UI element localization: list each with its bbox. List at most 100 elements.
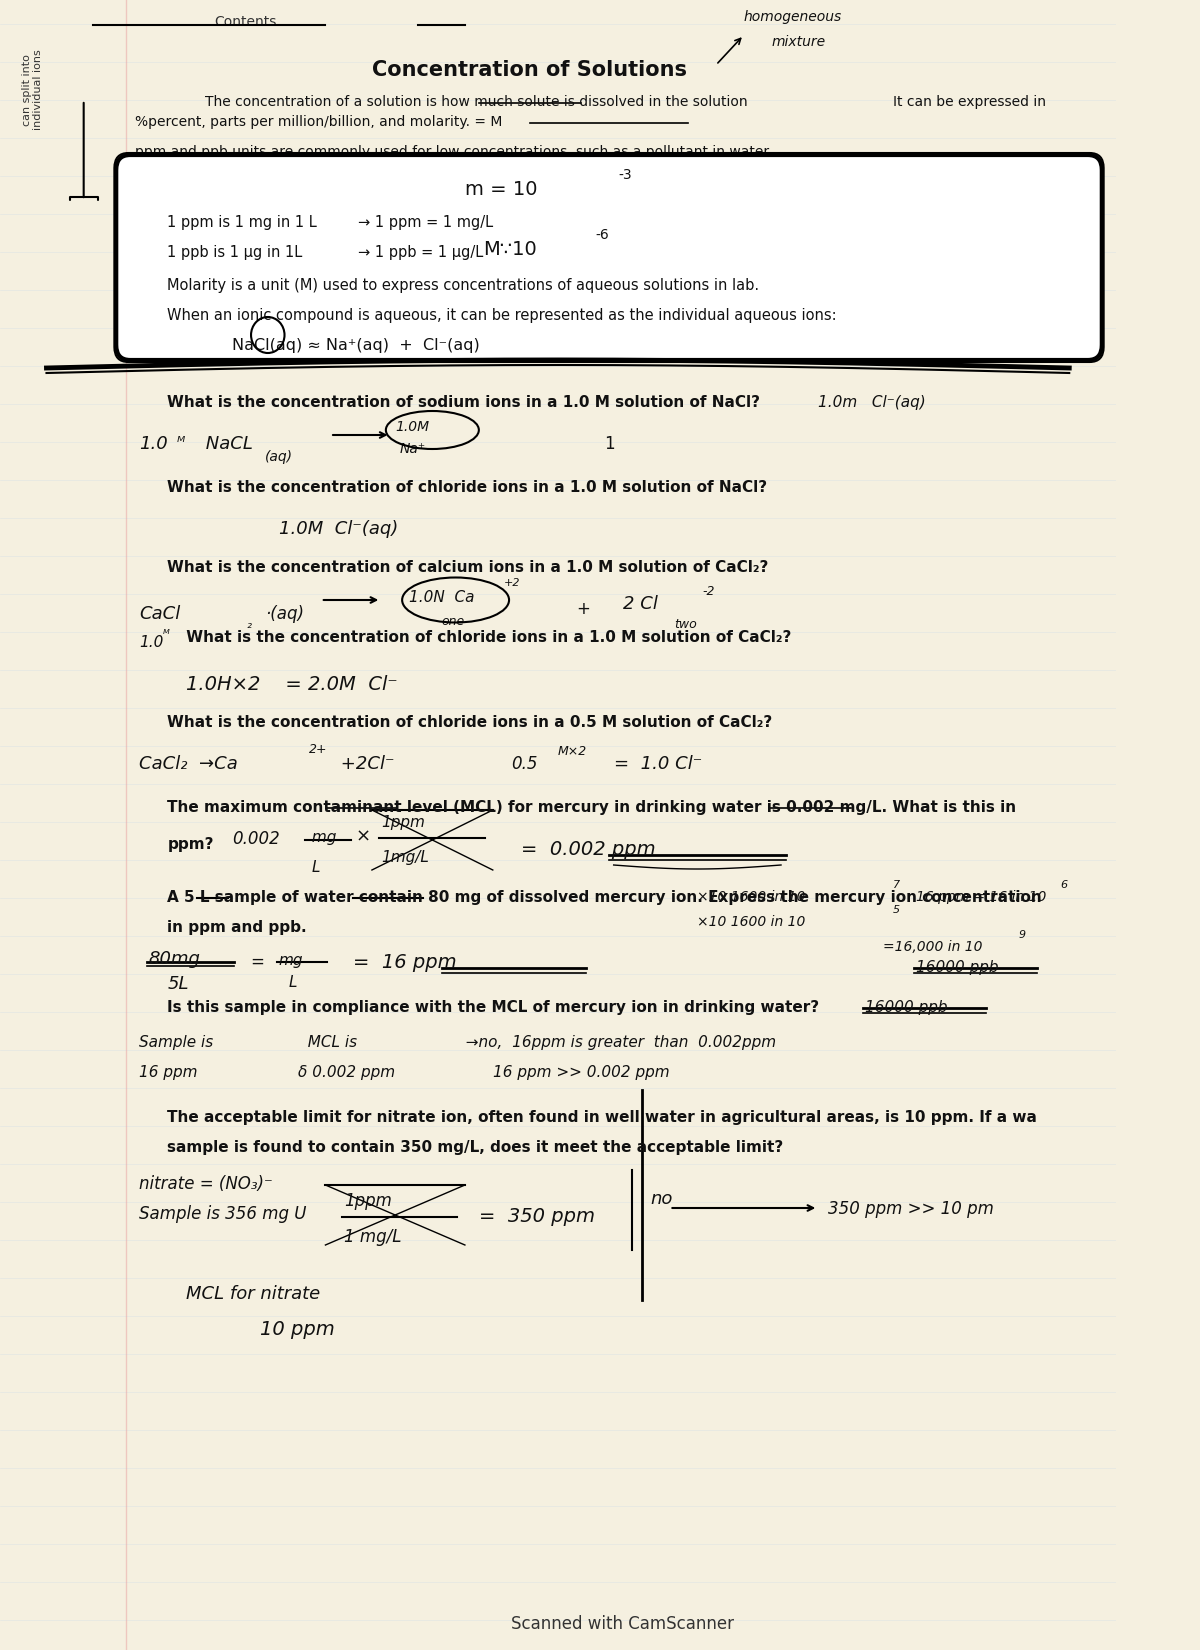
Text: =: = [251,954,270,970]
Text: nitrate = (NO₃)⁻: nitrate = (NO₃)⁻ [139,1175,274,1193]
Text: What is the concentration of chloride ions in a 1.0 M solution of CaCl₂?: What is the concentration of chloride io… [181,630,792,645]
Text: 5L: 5L [167,975,188,993]
Text: =  350 ppm: = 350 ppm [479,1208,595,1226]
Text: -3: -3 [618,168,632,182]
Text: M×2: M×2 [558,746,587,757]
Text: What is the concentration of chloride ions in a 1.0 M solution of NaCl?: What is the concentration of chloride io… [167,480,768,495]
Text: Sample is 356 mg U: Sample is 356 mg U [139,1204,307,1223]
Text: 1ppm: 1ppm [344,1191,392,1209]
Text: ᴹ: ᴹ [163,629,169,640]
Text: 1.0: 1.0 [139,436,168,454]
Text: 1: 1 [605,436,614,454]
Text: 350 ppm >> 10 pm: 350 ppm >> 10 pm [828,1200,994,1218]
Text: homogeneous: homogeneous [744,10,842,25]
Text: 0.5: 0.5 [511,756,538,772]
Text: =  16 ppm: = 16 ppm [353,954,457,972]
Text: 1.0H×2    = 2.0M  Cl⁻: 1.0H×2 = 2.0M Cl⁻ [186,675,397,695]
Text: L: L [312,860,320,874]
Text: sample is found to contain 350 mg/L, does it meet the acceptable limit?: sample is found to contain 350 mg/L, doe… [167,1140,784,1155]
Text: 80mg: 80mg [149,950,200,969]
Text: → 1 ppm = 1 mg/L: → 1 ppm = 1 mg/L [358,214,493,229]
Text: NaCl(aq) ≈ Na⁺(aq)  +  Cl⁻(aq): NaCl(aq) ≈ Na⁺(aq) + Cl⁻(aq) [233,338,480,353]
Text: one: one [442,615,464,629]
Text: → 1 ppb = 1 μg/L: → 1 ppb = 1 μg/L [358,244,484,261]
Text: +2: +2 [504,578,521,587]
FancyBboxPatch shape [116,155,1102,360]
Text: +: + [576,601,590,619]
Text: 1.0N  Ca: 1.0N Ca [409,591,475,606]
Text: When an ionic compound is aqueous, it can be represented as the individual aqueo: When an ionic compound is aqueous, it ca… [167,309,836,323]
Text: 1.0M: 1.0M [395,421,430,434]
Text: mixture: mixture [772,35,826,50]
Text: ×10 1600 in 10: ×10 1600 in 10 [697,916,805,929]
Text: %percent, parts per million/billion, and molarity. = M: %percent, parts per million/billion, and… [134,116,502,129]
Text: 10 ppm: 10 ppm [260,1320,335,1340]
Text: -2: -2 [702,586,714,597]
Text: It can be expressed in: It can be expressed in [893,96,1045,109]
Text: Contents: Contents [214,15,276,30]
Text: 7: 7 [893,879,900,889]
Text: 1.0: 1.0 [139,635,164,650]
Text: =16,000 in 10: =16,000 in 10 [883,940,983,954]
Text: =  0.002 ppm: = 0.002 ppm [521,840,655,860]
Text: δ 0.002 ppm: δ 0.002 ppm [298,1064,395,1081]
Text: 16000 ppb: 16000 ppb [865,1000,947,1015]
FancyBboxPatch shape [0,0,1116,1650]
Text: What is the concentration of calcium ions in a 1.0 M solution of CaCl₂?: What is the concentration of calcium ion… [167,559,769,574]
Text: 16 ppm: 16 ppm [139,1064,198,1081]
Text: in ppm and ppb.: in ppm and ppb. [167,921,307,936]
Text: 16 ppm >> 0.002 ppm: 16 ppm >> 0.002 ppm [493,1064,670,1081]
Text: 5: 5 [893,904,900,916]
Text: m = 10: m = 10 [464,180,538,200]
Text: CaCl₂  →Ca: CaCl₂ →Ca [139,756,239,772]
Text: The acceptable limit for nitrate ion, often found in well water in agricultural : The acceptable limit for nitrate ion, of… [167,1110,1037,1125]
Text: 0.002: 0.002 [233,830,280,848]
Text: Sample is: Sample is [139,1035,214,1049]
Text: 2+: 2+ [308,742,328,756]
Text: Is this sample in compliance with the MCL of mercury ion in drinking water?: Is this sample in compliance with the MC… [167,1000,820,1015]
Text: (aq): (aq) [265,450,293,464]
Text: Na⁺: Na⁺ [400,442,426,455]
Text: MCL is: MCL is [298,1035,356,1049]
Text: 1 ppb is 1 μg in 1L: 1 ppb is 1 μg in 1L [167,244,302,261]
Text: -6: -6 [595,228,608,243]
Text: two: two [674,619,697,630]
Text: ₂: ₂ [246,619,251,630]
Text: 16000 ppb: 16000 ppb [916,960,998,975]
Text: What is the concentration of chloride ions in a 0.5 M solution of CaCl₂?: What is the concentration of chloride io… [167,714,773,729]
Text: →no,  16ppm is greater  than  0.002ppm: →no, 16ppm is greater than 0.002ppm [456,1035,775,1049]
Text: can split into
individual ions: can split into individual ions [22,50,43,130]
Text: 1.0m   Cl⁻(aq): 1.0m Cl⁻(aq) [818,394,926,409]
Text: L: L [288,975,296,990]
Text: What is the concentration of sodium ions in a 1.0 M solution of NaCl?: What is the concentration of sodium ions… [167,394,761,409]
Text: 1.0M  Cl⁻(aq): 1.0M Cl⁻(aq) [278,520,398,538]
Text: M∵10: M∵10 [484,239,538,259]
Text: mg: mg [278,954,304,969]
Text: Concentration of Solutions: Concentration of Solutions [372,59,686,79]
Text: +2Cl⁻: +2Cl⁻ [335,756,395,772]
Text: NaCL: NaCL [200,436,253,454]
Text: 2 Cl: 2 Cl [623,596,658,614]
Text: 9: 9 [1018,931,1025,940]
Text: CaCl: CaCl [139,606,181,624]
Text: A 5 L sample of water contain 80 mg of dissolved mercury ion. Express the mercur: A 5 L sample of water contain 80 mg of d… [167,889,1042,904]
Text: 1 ppm is 1 mg in 1 L: 1 ppm is 1 mg in 1 L [167,214,317,229]
Text: ×10 1600 in 10: ×10 1600 in 10 [697,889,805,904]
Text: Scanned with CamScanner: Scanned with CamScanner [511,1615,734,1634]
Text: ᴹ: ᴹ [176,436,185,450]
Text: ppm?: ppm? [167,837,214,851]
Text: =  1.0 Cl⁻: = 1.0 Cl⁻ [613,756,702,772]
Text: no: no [650,1190,673,1208]
Text: 1ppm: 1ppm [382,815,425,830]
Text: MCL for nitrate: MCL for nitrate [186,1285,320,1304]
Text: 1mg/L: 1mg/L [382,850,430,865]
Text: ×: × [355,828,371,846]
Text: The maximum contaminant level (MCL) for mercury in drinking water is 0.002 mg/L.: The maximum contaminant level (MCL) for … [167,800,1016,815]
Text: ·(aq): ·(aq) [265,606,304,624]
Text: 6: 6 [1060,879,1067,889]
Text: The concentration of a solution is how much solute is dissolved in the solution: The concentration of a solution is how m… [204,96,748,109]
Text: Molarity is a unit (M) used to express concentrations of aqueous solutions in la: Molarity is a unit (M) used to express c… [167,277,760,294]
Text: ppm and ppb units are commonly used for low concentrations, such as a pollutant : ppm and ppb units are commonly used for … [134,145,772,158]
Text: mg: mg [307,830,336,845]
Text: 1 mg/L: 1 mg/L [344,1228,402,1246]
